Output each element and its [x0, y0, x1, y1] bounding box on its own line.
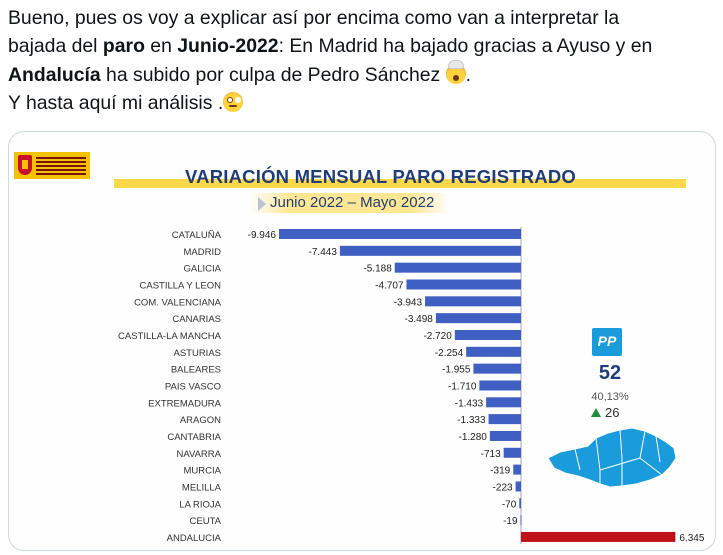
andalucia-province-borders: [574, 429, 663, 486]
bar-madrid: [339, 245, 521, 256]
subtitle-highlight: [250, 193, 450, 213]
value-label: -713: [481, 449, 501, 460]
bar-castilla-y-leon: [406, 279, 521, 290]
bar-cantabria: [489, 430, 521, 441]
tweet-text-span: Y hasta aquí mi análisis .: [8, 91, 224, 114]
tweet-line-3: Andalucía ha subido por culpa de Pedro S…: [8, 59, 714, 89]
bar-galicia: [394, 262, 521, 273]
value-label: -1.955: [442, 365, 471, 376]
category-label: MURCIA: [184, 466, 222, 477]
tweet-line-1: Bueno, pues os voy a explicar así por en…: [8, 7, 620, 29]
tweet-text-span: ha subido por culpa de Pedro Sánchez: [100, 63, 446, 86]
category-label: LA RIOJA: [179, 499, 221, 510]
tweet-line-2: bajada del paro en Junio-2022: En Madrid…: [8, 32, 714, 60]
pp-logo-icon: [592, 328, 622, 356]
andalucia-map-shape: [547, 427, 677, 488]
bar-navarra: [503, 447, 521, 458]
value-label: -19: [503, 516, 518, 527]
chart-subtitle: Junio 2022 – Mayo 2022: [270, 194, 435, 211]
value-label: -7.443: [309, 247, 338, 258]
andalucia-map-icon: [547, 427, 677, 488]
logo-text-lines: [36, 157, 86, 159]
category-label: NAVARRA: [176, 449, 221, 460]
bar-aragon: [488, 414, 521, 425]
bar-ceuta: [520, 515, 522, 526]
bar-melilla: [515, 481, 521, 492]
bar-andalucia: [521, 531, 676, 542]
category-label: ARAGON: [180, 415, 221, 426]
seats-count: 52: [598, 362, 622, 384]
category-label: GALICIA: [184, 264, 222, 275]
value-label: -4.707: [375, 280, 404, 291]
tweet-text-span: en: [144, 35, 178, 58]
bar-cataluña: [279, 229, 521, 239]
value-label: -1.333: [457, 415, 486, 426]
chart-title: VARIACIÓN MENSUAL PARO REGISTRADO: [185, 166, 577, 187]
tweet-line-4: Y hasta aquí mi análisis .: [8, 89, 714, 117]
value-label: -1.710: [448, 381, 477, 392]
category-label: CANARIAS: [172, 314, 221, 325]
category-label: MELILLA: [182, 482, 222, 493]
value-label: -3.943: [394, 297, 423, 308]
value-label: -70: [502, 499, 517, 510]
category-label: CEUTA: [190, 516, 222, 527]
value-label: -319: [490, 466, 510, 477]
party-badge: PP: [597, 333, 617, 349]
category-label: CASTILLA Y LEON: [140, 280, 222, 291]
value-label: -9.946: [248, 230, 277, 241]
vote-percentage: 40,13%: [591, 391, 629, 403]
bar-la-rioja: [519, 498, 521, 509]
seat-change: 26: [591, 405, 619, 420]
exploding-head-emoji-icon: [445, 59, 466, 84]
category-label: CATALUÑA: [172, 230, 222, 241]
category-label: CASTILLA-LA MANCHA: [118, 331, 222, 342]
bar-canarias: [435, 313, 521, 324]
value-label: -2.720: [423, 331, 452, 342]
spain-government-logo: [14, 152, 90, 179]
bar-pais-vasco: [479, 380, 521, 391]
category-label: ANDALUCIA: [167, 533, 222, 544]
subtitle-arrow-icon: [258, 197, 266, 211]
tweet-text-span: .: [465, 63, 472, 86]
title-highlight: [114, 179, 686, 188]
bar-asturias: [466, 346, 521, 357]
category-label: EXTREMADURA: [148, 398, 222, 409]
category-label: CANTABRIA: [167, 432, 221, 443]
value-label: 6.345: [679, 533, 704, 544]
category-label: MADRID: [184, 247, 222, 258]
tweet-text-span: : En Madrid ha bajado gracias a Ayuso y …: [278, 35, 653, 58]
tweet-bold-span: Andalucía: [8, 63, 101, 86]
bar-baleares: [473, 363, 521, 374]
bar-extremadura: [486, 397, 521, 408]
value-label: -223: [493, 482, 513, 493]
value-label: -1.433: [455, 398, 484, 409]
bar-murcia: [513, 464, 521, 475]
tweet-bold-span: Junio-2022: [177, 35, 279, 58]
bar-com-valenciana: [425, 296, 521, 307]
seat-change-value: 26: [605, 405, 620, 420]
value-label: -1.280: [458, 432, 487, 443]
category-label: ASTURIAS: [173, 348, 221, 359]
tweet-text-span: bajada del: [8, 35, 103, 58]
category-label: COM. VALENCIANA: [134, 297, 222, 308]
tweet-bold-span: paro: [102, 35, 145, 58]
value-label: -2.254: [435, 348, 464, 359]
bar-castilla-la-mancha: [454, 329, 521, 340]
up-triangle-icon: [591, 408, 601, 417]
category-label: BALEARES: [171, 365, 221, 376]
category-label: PAIS VASCO: [165, 381, 221, 392]
rolling-eyes-emoji-icon: [223, 91, 244, 112]
value-label: -5.188: [363, 264, 392, 275]
coat-of-arms-icon: [18, 155, 32, 175]
tweet-text: Bueno, pues os voy a explicar así por en…: [8, 4, 714, 117]
value-label: -3.498: [405, 314, 434, 325]
